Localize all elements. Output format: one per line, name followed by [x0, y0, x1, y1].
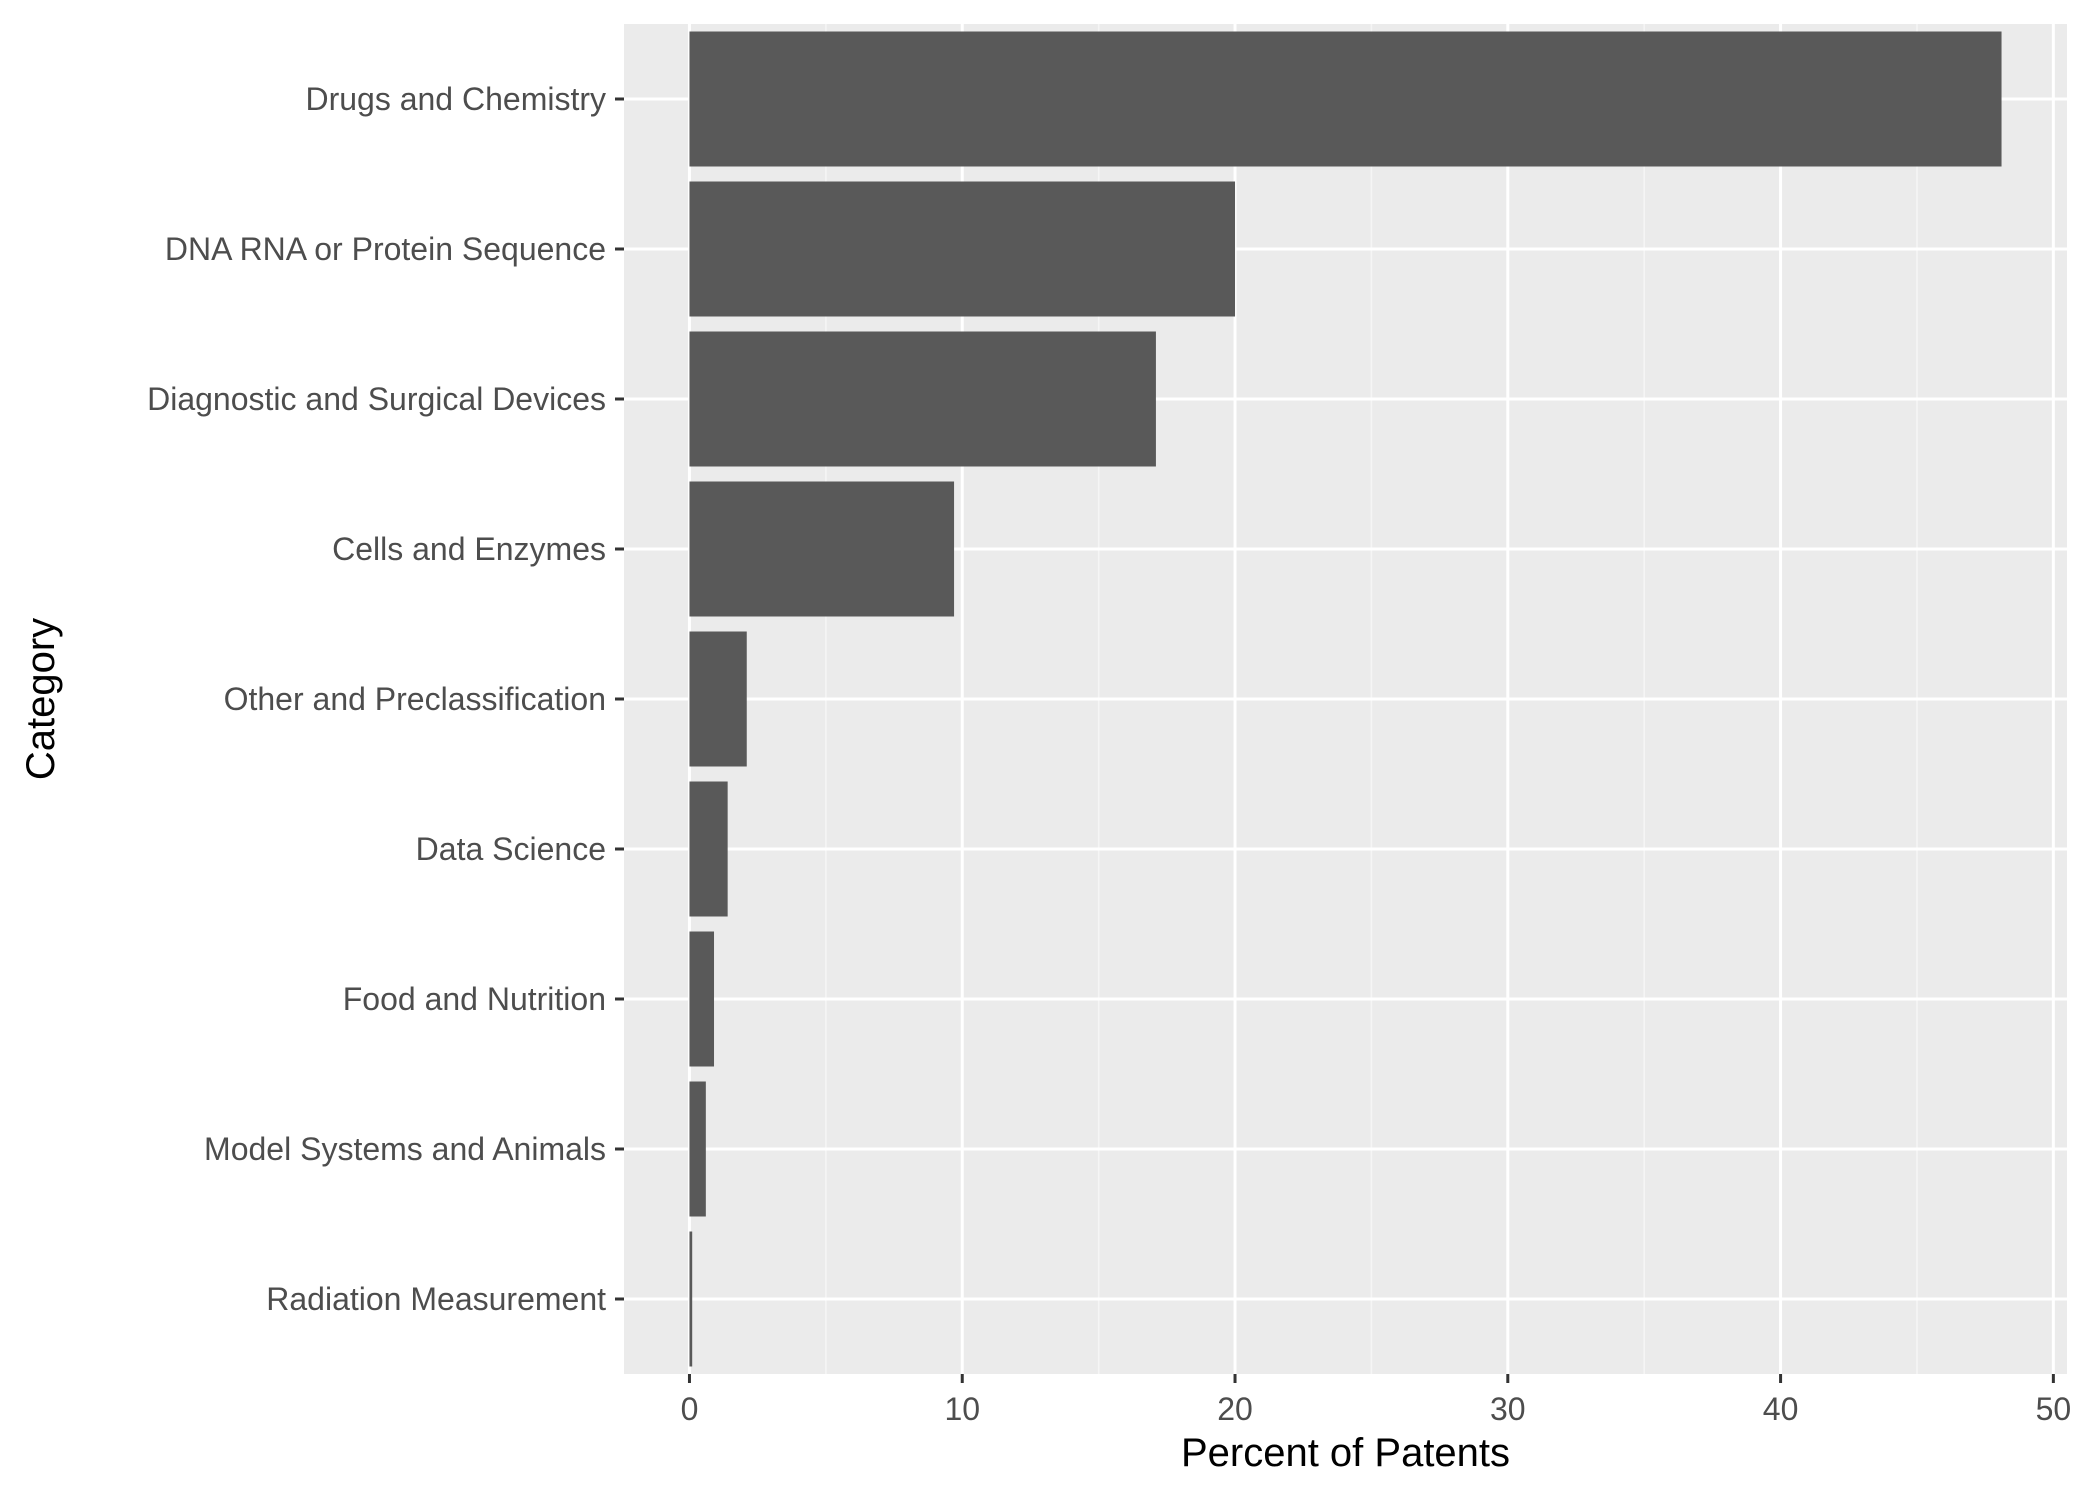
y-tick-label: DNA RNA or Protein Sequence — [165, 231, 606, 267]
y-axis-title: Category — [19, 618, 63, 780]
y-tick-label: Radiation Measurement — [266, 1281, 606, 1317]
bar — [689, 632, 746, 767]
x-tick-label: 50 — [2036, 1391, 2072, 1427]
x-tick-label: 0 — [681, 1391, 699, 1427]
y-axis: Drugs and Chemistry DNA RNA or Protein Se… — [147, 81, 624, 1317]
bar — [689, 482, 954, 617]
y-tick-label: Food and Nutrition — [343, 981, 606, 1017]
x-axis: 0 10 20 30 40 50 — [681, 1374, 2072, 1427]
bar — [689, 932, 714, 1067]
bar — [689, 182, 1235, 317]
y-tick-label: Model Systems and Animals — [204, 1131, 606, 1167]
y-tick-label: Other and Preclassification — [224, 681, 606, 717]
y-tick-label: Cells and Enzymes — [332, 531, 606, 567]
bar — [689, 32, 2001, 167]
x-axis-title: Percent of Patents — [1181, 1431, 1510, 1475]
x-tick-label: 10 — [944, 1391, 980, 1427]
bar — [689, 782, 727, 917]
bar — [689, 1082, 705, 1217]
x-tick-label: 20 — [1217, 1391, 1253, 1427]
y-tick-label: Drugs and Chemistry — [305, 81, 606, 117]
x-tick-label: 30 — [1490, 1391, 1526, 1427]
bar — [689, 1232, 692, 1367]
bar — [689, 332, 1155, 467]
y-tick-label: Data Science — [416, 831, 606, 867]
x-tick-label: 40 — [1763, 1391, 1799, 1427]
y-tick-label: Diagnostic and Surgical Devices — [147, 381, 606, 417]
